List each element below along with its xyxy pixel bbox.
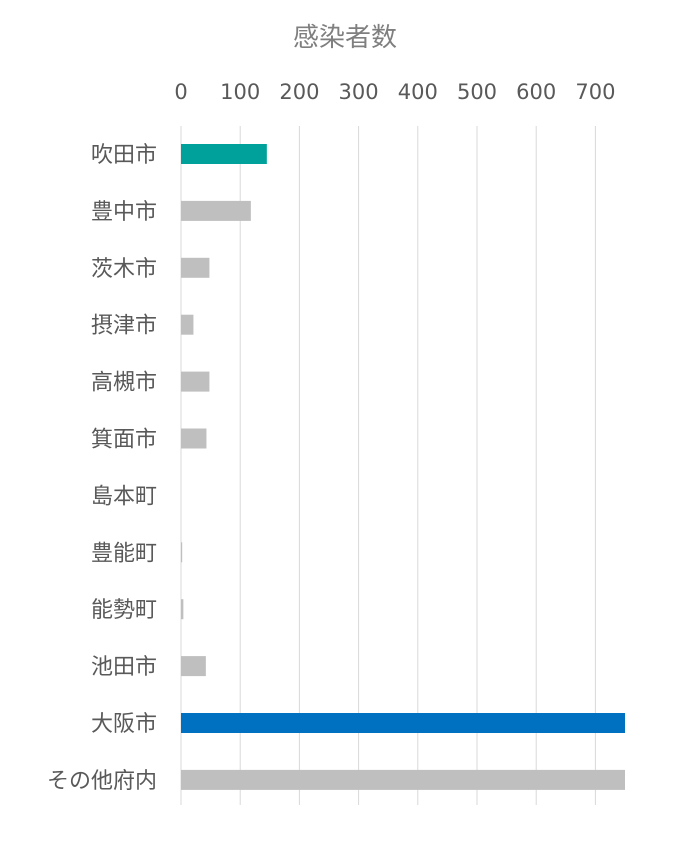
bar-2 bbox=[181, 257, 210, 278]
category-label-3: 摂津市 bbox=[91, 314, 157, 339]
x-tick-label-600: 600 bbox=[516, 80, 556, 104]
bar-10 bbox=[181, 713, 625, 733]
x-tick-label-300: 300 bbox=[339, 80, 379, 104]
category-label-5: 箕面市 bbox=[91, 428, 157, 453]
bars bbox=[181, 144, 625, 790]
x-tick-label-200: 200 bbox=[279, 80, 319, 104]
category-label-0: 吹田市 bbox=[91, 143, 157, 168]
category-label-2: 茨木市 bbox=[91, 257, 157, 282]
x-axis-ticks: 0 100 200 300 400 500 600 700 bbox=[174, 80, 615, 104]
x-tick-label-100: 100 bbox=[220, 80, 260, 104]
chart-title: 感染者数 bbox=[293, 23, 397, 53]
category-label-8: 能勢町 bbox=[91, 598, 157, 623]
category-label-9: 池田市 bbox=[91, 655, 157, 680]
category-label-10: 大阪市 bbox=[91, 712, 157, 737]
bar-9 bbox=[181, 656, 206, 677]
bar-4 bbox=[181, 371, 210, 392]
category-label-6: 島本町 bbox=[91, 484, 157, 509]
category-label-1: 豊中市 bbox=[91, 200, 157, 225]
bar-3 bbox=[181, 314, 194, 335]
category-label-4: 高槻市 bbox=[91, 371, 157, 396]
gridlines bbox=[180, 126, 596, 805]
category-label-7: 豊能町 bbox=[91, 541, 157, 566]
bar-11 bbox=[181, 769, 625, 790]
bar-1 bbox=[181, 200, 251, 221]
x-tick-label-700: 700 bbox=[575, 80, 615, 104]
bar-0 bbox=[181, 144, 267, 164]
category-label-11: その他府内 bbox=[47, 769, 157, 794]
x-tick-label-400: 400 bbox=[398, 80, 438, 104]
bar-7 bbox=[181, 542, 183, 563]
x-tick-label-0: 0 bbox=[174, 80, 187, 104]
bar-5 bbox=[181, 428, 207, 449]
x-tick-label-500: 500 bbox=[457, 80, 497, 104]
bar-8 bbox=[181, 599, 184, 620]
